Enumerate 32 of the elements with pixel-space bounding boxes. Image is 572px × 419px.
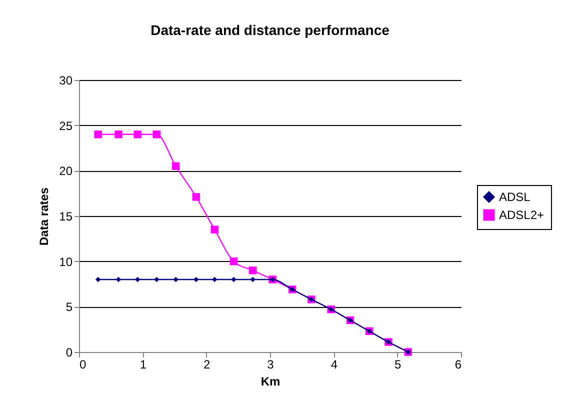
y-tick-label: 0 [66,346,73,360]
y-tick-label: 5 [66,300,73,314]
x-tick-label: 4 [330,358,338,372]
legend-label: ADSL2+ [499,208,544,222]
point [152,130,161,138]
x-tick-label: 5 [394,358,402,372]
x-axis-title: Km [260,374,280,388]
y-tick-label: 15 [59,210,73,224]
x-tick-label: 2 [203,358,210,372]
point [210,226,218,234]
y-tick-label: 25 [59,118,73,133]
x-tick-label: 6 [454,358,462,372]
point [94,130,102,138]
y-axis-title: Data rates [37,187,52,246]
chart-title: Data-rate and distance performance [150,22,390,38]
legend-label: ADSL [499,190,531,204]
point [95,276,101,282]
point [134,130,142,138]
x-tick-label: 0 [80,358,86,372]
y-tick-label: 30 [59,74,73,88]
x-tick-label: 1 [140,358,147,372]
y-tick-label: 20 [59,164,73,178]
point [114,130,122,138]
point [230,257,238,266]
point [154,276,160,282]
y-tick-label: 10 [59,254,73,269]
point [192,193,200,201]
point [248,266,257,274]
point [172,162,180,170]
point [116,276,122,282]
point [194,276,199,282]
x-tick-label: 3 [267,358,274,372]
